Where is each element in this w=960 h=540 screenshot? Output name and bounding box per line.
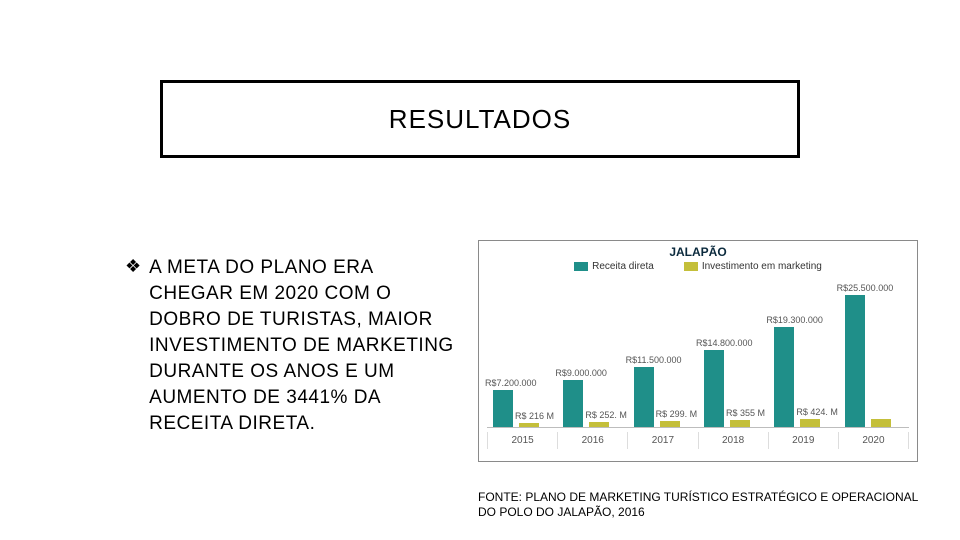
chart-legend: Receita direta Investimento em marketing [479,261,917,272]
bar-receita [634,367,654,427]
chart-container: JALAPÃO Receita direta Investimento em m… [478,240,918,462]
bar-investimento [589,422,609,427]
bar-receita [493,390,513,427]
bar-receita [704,350,724,427]
legend-label-a: Receita direta [592,261,654,272]
x-tick: 2019 [769,432,839,449]
bar-label-receita: R$11.500.000 [626,355,682,365]
bar-investimento [730,420,750,427]
bar-label-investimento: R$ 216 M [515,411,554,421]
legend-item-investimento: Investimento em marketing [684,261,822,272]
chart-plot-area: R$7.200.000 R$ 216 M R$9.000.000 R$ 252. M R… [487,278,909,428]
x-tick: 2020 [839,432,909,449]
chart-title: JALAPÃO [479,241,917,259]
bar-receita [774,327,794,427]
title-box: RESULTADOS [160,80,800,158]
bar-label-investimento: R$ 299. M [656,409,698,419]
x-tick: 2017 [628,432,698,449]
bar-label-investimento: R$ 355 M [726,408,765,418]
diamond-bullet-icon: ❖ [125,255,141,277]
bar-label-investimento: R$ 252. M [585,410,627,420]
bullet-text: A META DO PLANO ERA CHEGAR EM 2020 COM O… [149,255,455,437]
bar-label-receita: R$9.000.000 [555,368,607,378]
bar-investimento [519,423,539,427]
bar-investimento [660,421,680,427]
bar-investimento [871,419,891,427]
bar-investimento [800,419,820,427]
x-tick: 2016 [558,432,628,449]
bar-label-investimento: R$ 424. M [796,407,838,417]
legend-swatch-b [684,262,698,271]
x-tick: 2018 [699,432,769,449]
bar-label-receita: R$14.800.000 [696,338,753,348]
page-title: RESULTADOS [389,104,571,135]
legend-swatch-a [574,262,588,271]
bar-label-receita: R$25.500.000 [837,283,894,293]
bar-label-receita: R$7.200.000 [485,378,537,388]
legend-item-receita: Receita direta [574,261,654,272]
legend-label-b: Investimento em marketing [702,261,822,272]
bar-receita [563,380,583,427]
source-citation: FONTE: PLANO DE MARKETING TURÍSTICO ESTR… [478,490,938,520]
bar-receita [845,295,865,427]
chart-x-axis: 201520162017201820192020 [487,432,909,449]
bar-label-receita: R$19.300.000 [766,315,823,325]
bullet-block: ❖ A META DO PLANO ERA CHEGAR EM 2020 COM… [125,255,455,437]
x-tick: 2015 [487,432,558,449]
